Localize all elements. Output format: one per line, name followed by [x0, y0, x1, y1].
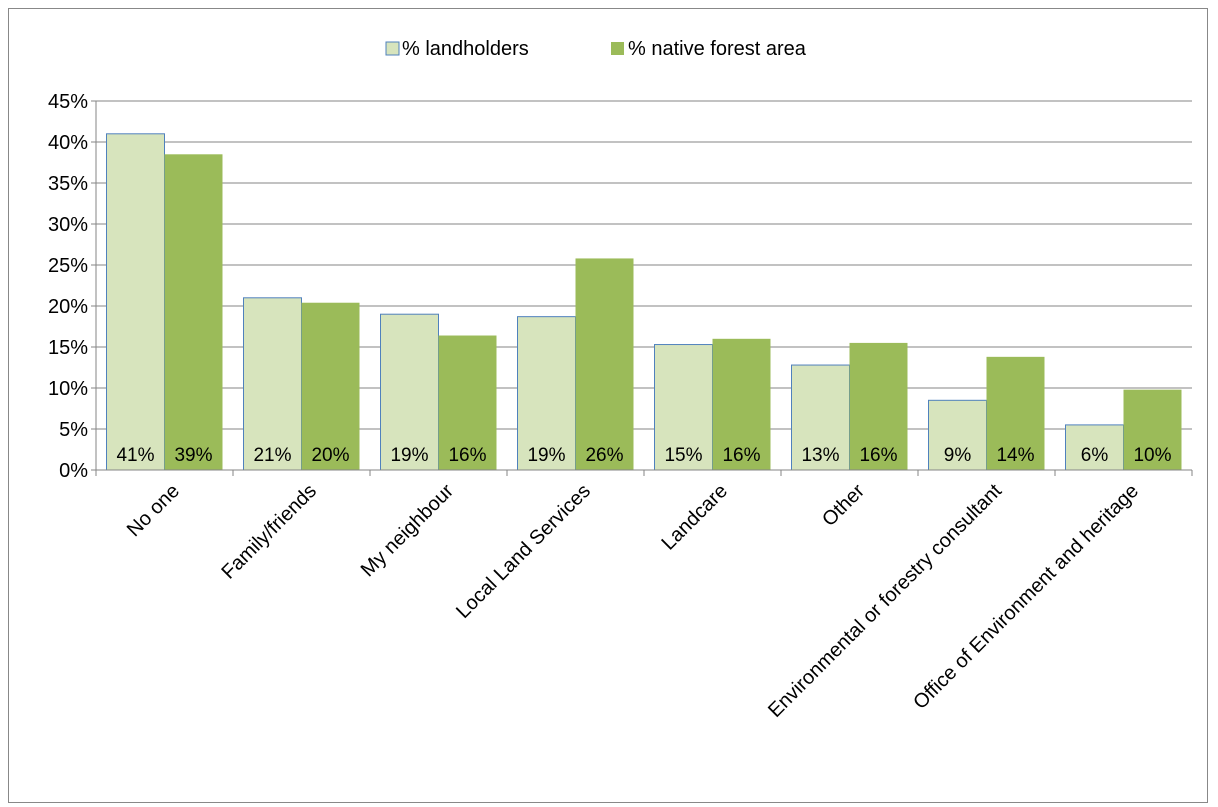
data-label: 39%	[174, 445, 212, 466]
y-tick-label: 20%	[48, 296, 88, 318]
data-label: 41%	[116, 445, 154, 466]
y-tick-label: 15%	[48, 337, 88, 359]
legend-swatch-landholders	[385, 41, 400, 56]
data-label: 13%	[801, 445, 839, 466]
data-label: 6%	[1081, 445, 1109, 466]
bars	[106, 133, 1182, 471]
bar-native-forest-area	[164, 154, 223, 471]
x-category-label: Environmental or forestry consultant	[764, 480, 1006, 722]
data-label: 14%	[996, 445, 1034, 466]
bar-landholders	[1065, 424, 1124, 471]
data-label: 16%	[722, 445, 760, 466]
x-category-label: Family/friends	[217, 480, 321, 584]
data-label: 19%	[527, 445, 565, 466]
bar-native-forest-area	[438, 335, 497, 470]
data-labels: 41% 39% 21% 20% 19% 16% 19% 26% 15% 16% 13% 16% 9% 14…	[116, 445, 1171, 466]
data-label: 16%	[859, 445, 897, 466]
bar-landholders	[517, 316, 576, 471]
y-tick-label: 30%	[48, 214, 88, 236]
legend: % landholders % native forest area	[385, 38, 807, 60]
bar-chart: 0% 5% 10% 15% 20% 25% 30% 35% 40% 45% No one Family…	[48, 38, 1193, 722]
data-label: 26%	[585, 445, 623, 466]
y-tick-label: 35%	[48, 173, 88, 195]
bar-landholders	[654, 344, 713, 471]
x-category-label: My neighbour	[357, 480, 458, 581]
bar-landholders	[380, 313, 439, 471]
y-tick-label: 25%	[48, 255, 88, 277]
bar-native-forest-area	[1123, 389, 1182, 470]
chart-frame: 0% 5% 10% 15% 20% 25% 30% 35% 40% 45% No one Family…	[8, 8, 1208, 803]
data-label: 9%	[944, 445, 972, 466]
legend-swatch-native-forest-area	[611, 42, 624, 55]
data-label: 16%	[448, 445, 486, 466]
data-label: 20%	[311, 445, 349, 466]
x-category-label: Landcare	[658, 480, 733, 555]
data-label: 19%	[390, 445, 428, 466]
legend-label-landholders: % landholders	[402, 38, 529, 60]
x-category-label: Office of Environment and heritage	[909, 480, 1143, 714]
data-label: 21%	[253, 445, 291, 466]
y-tick-label: 40%	[48, 132, 88, 154]
data-label: 15%	[664, 445, 702, 466]
bar-native-forest-area	[986, 356, 1045, 470]
bar-native-forest-area	[575, 258, 634, 470]
y-tick-label: 0%	[59, 460, 88, 482]
legend-label-native-forest-area: % native forest area	[628, 38, 807, 60]
x-category-label: Other	[818, 480, 869, 531]
data-label: 10%	[1133, 445, 1171, 466]
bar-landholders	[106, 133, 165, 471]
bar-native-forest-area	[849, 342, 908, 470]
bar-native-forest-area	[712, 338, 771, 470]
y-tick-label: 5%	[59, 419, 88, 441]
y-tick-label: 45%	[48, 91, 88, 113]
x-category-label: Local Land Services	[452, 480, 595, 623]
bar-native-forest-area	[301, 302, 360, 470]
x-category-label: No one	[123, 480, 184, 541]
y-tick-label: 10%	[48, 378, 88, 400]
